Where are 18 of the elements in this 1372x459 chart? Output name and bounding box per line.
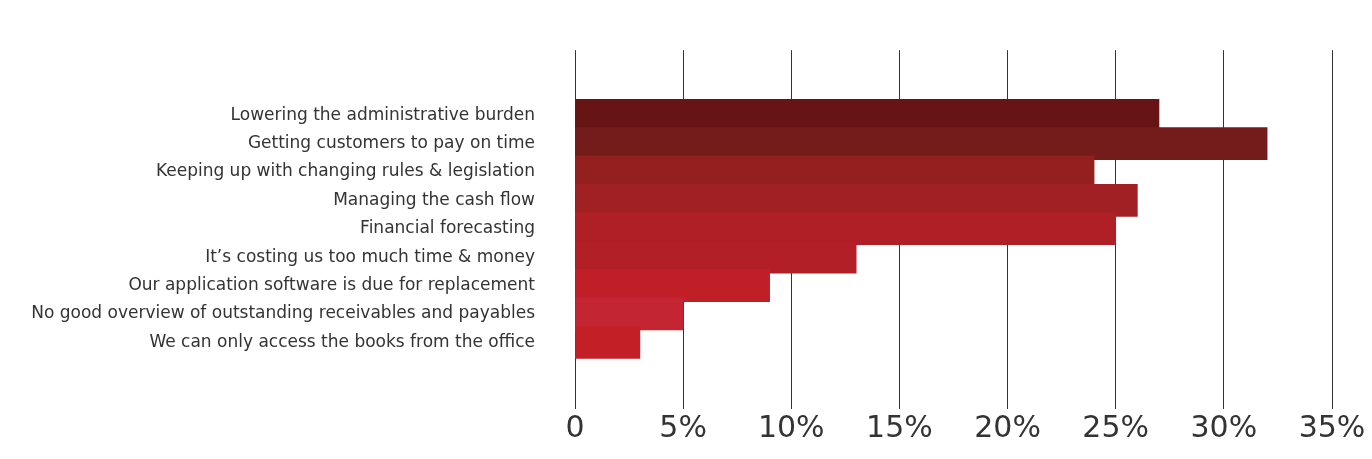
y-tick-label: Financial forecasting <box>360 217 535 238</box>
x-tick-label: 0 <box>565 408 585 444</box>
x-tick-label: 30% <box>1190 408 1258 444</box>
y-tick-label: Lowering the administrative burden <box>230 103 535 124</box>
x-tick-label: 35% <box>1298 408 1366 444</box>
y-tick-label: Keeping up with changing rules & legislation <box>155 160 535 181</box>
y-tick-label: We can only access the books from the office <box>149 330 535 351</box>
x-tick-label: 25% <box>1082 408 1150 444</box>
x-tick-label: 10% <box>757 408 825 444</box>
x-tick-label: 5% <box>659 408 707 444</box>
y-tick-label: Getting customers to pay on time <box>247 132 535 153</box>
x-tick-label: 20% <box>974 408 1041 444</box>
bar <box>575 127 1268 160</box>
y-tick-label: Managing the cash flow <box>333 188 536 209</box>
y-tick-label: Our application software is due for replacement <box>128 273 536 294</box>
x-tick-label: 15% <box>866 408 933 444</box>
y-tick-label: No good overview of outstanding receivables and payables <box>31 302 536 323</box>
y-tick-label: It’s costing us too much time & money <box>205 245 535 266</box>
